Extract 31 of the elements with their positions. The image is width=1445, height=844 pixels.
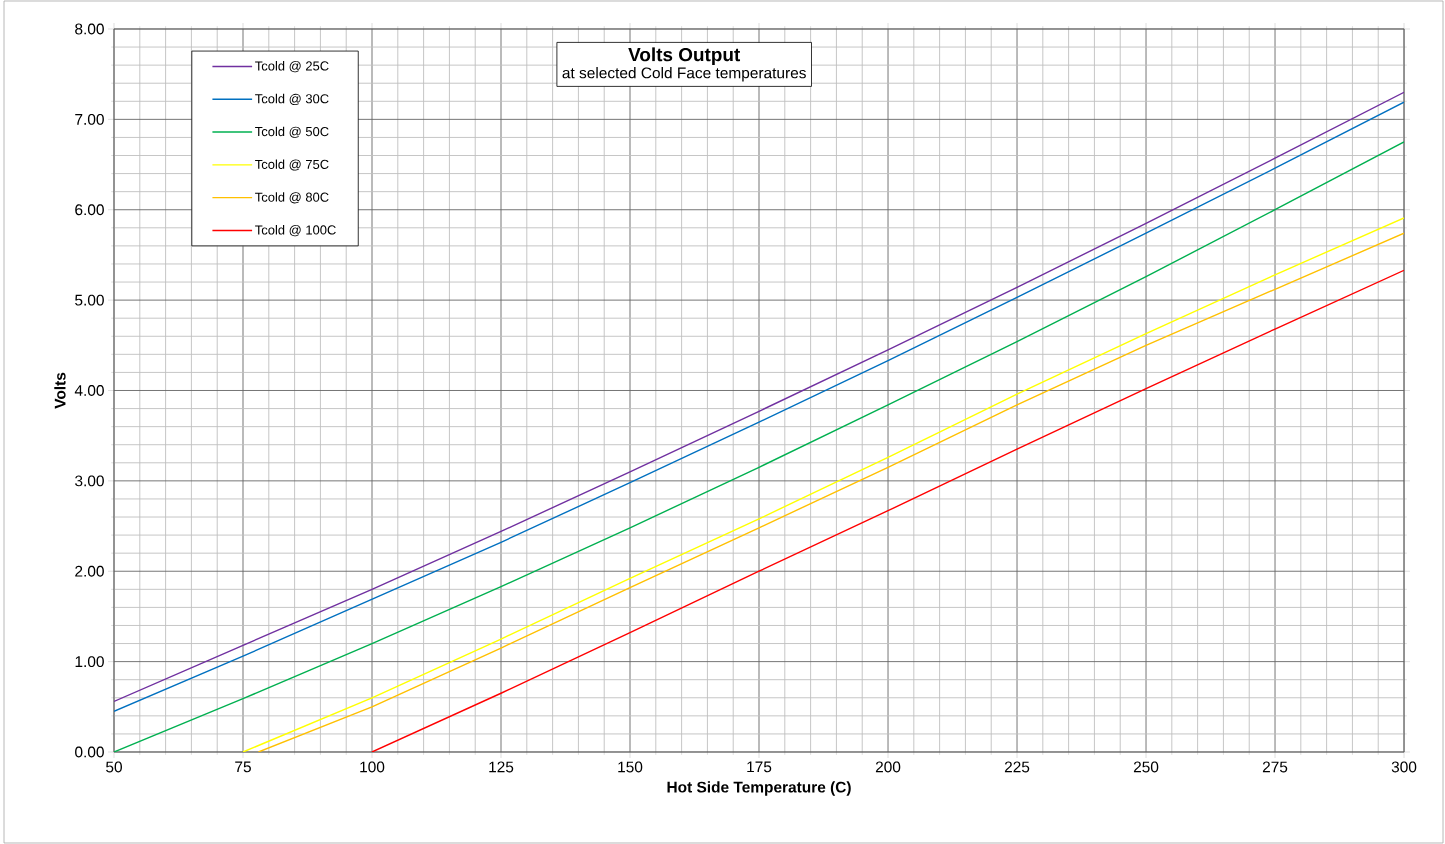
- line-series: [371, 269, 1405, 752]
- x-tick-label: 150: [618, 761, 643, 773]
- x-tick-label: 300: [1391, 761, 1417, 773]
- y-tick-label: 4.00: [74, 385, 104, 396]
- y-tick-label: 1.00: [75, 656, 104, 668]
- y-tick-label: 6.00: [75, 204, 104, 216]
- legend-label: Tcold @ 75C: [255, 159, 329, 171]
- y-tick-label: 8.00: [75, 23, 104, 35]
- legend-label: Tcold @ 25C: [255, 61, 329, 73]
- y-tick-label: 5.00: [75, 294, 104, 306]
- y-tick-label: 7.00: [75, 113, 104, 125]
- x-tick-label: 225: [1004, 761, 1030, 773]
- y-tick-label: 3.00: [75, 475, 104, 487]
- legend-label: Tcold @ 30C: [255, 93, 329, 106]
- y-axis-title: Volts: [54, 372, 66, 409]
- x-axis-title: Hot Side Temperature (C): [667, 781, 851, 796]
- legend-label: Tcold @ 100C: [255, 225, 336, 237]
- x-tick-label: 100: [360, 761, 385, 773]
- x-tick-label: 250: [1133, 761, 1159, 773]
- text: Volts Output: [628, 47, 741, 66]
- text: at selected Cold Face temperatures: [562, 67, 806, 82]
- legend-label: Tcold @ 80C: [255, 192, 329, 204]
- y-tick-label: 2.00: [75, 565, 104, 577]
- x-tick-label: 200: [875, 761, 901, 773]
- legend-label: Tcold @ 50C: [255, 126, 329, 138]
- x-tick-label: 50: [106, 761, 122, 773]
- x-tick-label: 275: [1262, 761, 1288, 773]
- x-tick-label: 125: [489, 761, 514, 773]
- x-tick-label: 75: [235, 761, 251, 773]
- y-tick-label: 0.00: [75, 746, 104, 758]
- x-tick-label: 175: [747, 761, 772, 773]
